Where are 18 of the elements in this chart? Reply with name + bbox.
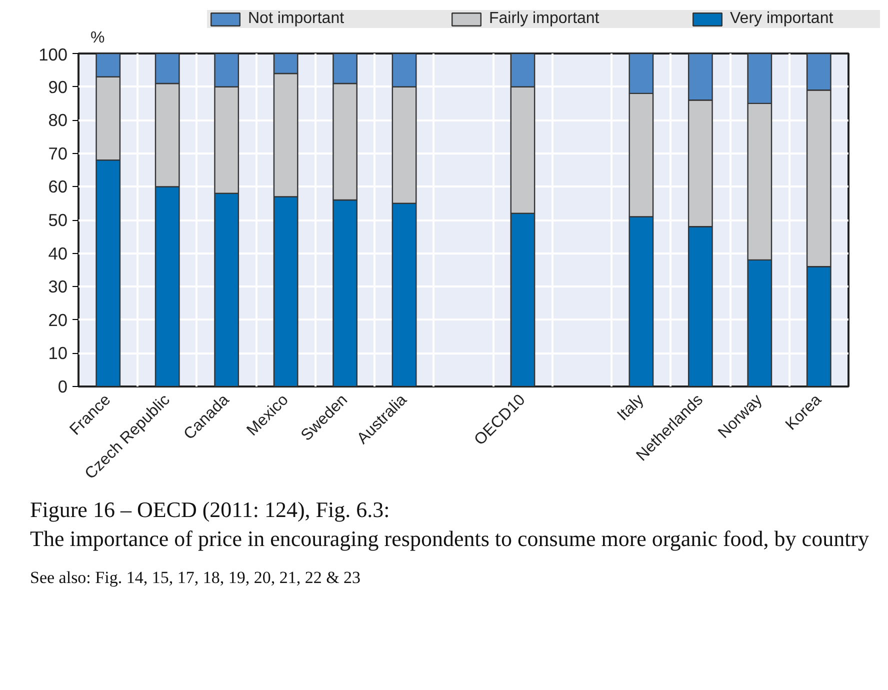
y-tick-label: 10	[48, 343, 68, 364]
legend-label: Fairly important	[489, 10, 600, 28]
text: Figure 16 – OECD (2011: 124), Fig. 6.3:	[30, 496, 391, 524]
text: See also: Fig. 14, 15, 17, 18, 19, 20, 21, 22 & 23	[30, 567, 362, 590]
y-tick-label: 20	[48, 310, 68, 330]
y-tick-label: 0	[58, 376, 68, 396]
y-tick-label: 80	[48, 110, 68, 130]
legend-label: Not important	[248, 10, 346, 28]
text: The importance of price in encouraging respondents to consume more organic food, by country	[30, 524, 870, 553]
y-tick-label: 60	[48, 176, 68, 197]
y-tick-label: 50	[48, 210, 68, 230]
y-tick-label: 70	[48, 143, 68, 164]
y-axis-title: %	[90, 30, 105, 46]
y-tick-label: 40	[48, 243, 68, 264]
y-tick-label: 30	[48, 276, 68, 297]
legend-label: Very important	[730, 10, 834, 28]
y-tick-label: 90	[48, 76, 68, 97]
y-tick-label: 100	[38, 44, 68, 64]
